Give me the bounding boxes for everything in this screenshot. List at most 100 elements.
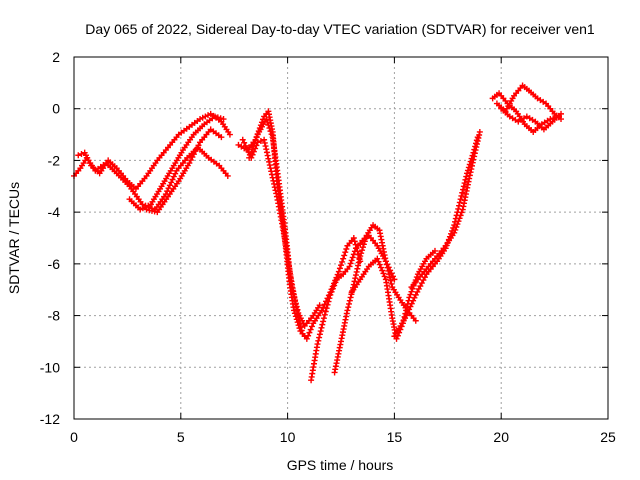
series-line — [73, 146, 229, 211]
data-point — [349, 254, 356, 261]
data-point — [386, 274, 393, 281]
data-point — [320, 304, 327, 311]
data-point — [431, 247, 438, 254]
data-point — [170, 173, 177, 180]
data-point — [449, 227, 456, 234]
data-point — [303, 335, 310, 342]
data-point — [387, 277, 394, 284]
data-point — [294, 311, 301, 318]
data-point — [412, 317, 419, 324]
data-point — [379, 267, 386, 274]
data-point — [338, 262, 344, 269]
data-point — [468, 155, 475, 162]
data-point — [166, 182, 173, 189]
series-arc-15 — [498, 105, 565, 133]
data-point — [305, 332, 312, 339]
data-point — [460, 186, 467, 193]
data-point — [464, 170, 471, 177]
data-point — [316, 334, 323, 341]
data-point — [316, 302, 323, 309]
y-tick-label: -2 — [48, 152, 61, 168]
data-point — [463, 173, 470, 180]
data-point — [211, 113, 218, 120]
data-point — [450, 224, 457, 231]
y-tick-label: 2 — [52, 49, 60, 65]
data-point — [374, 255, 381, 262]
data-point — [358, 250, 365, 257]
data-point — [246, 154, 253, 161]
y-tick-label: -6 — [48, 256, 61, 272]
data-point — [446, 233, 453, 240]
data-point — [264, 119, 271, 126]
data-point — [342, 249, 349, 256]
data-point — [239, 136, 246, 143]
data-point — [172, 170, 179, 177]
data-point — [339, 258, 346, 265]
data-point — [263, 146, 270, 153]
data-point — [217, 115, 224, 122]
y-tick-label: -8 — [48, 308, 61, 324]
data-point — [316, 331, 323, 338]
data-point — [297, 324, 304, 331]
data-point — [169, 176, 176, 183]
data-point — [346, 263, 353, 270]
data-point — [351, 248, 358, 255]
data-point — [318, 307, 325, 314]
data-point — [350, 251, 357, 258]
data-point — [362, 235, 369, 242]
data-point — [352, 275, 359, 282]
data-point — [410, 297, 417, 304]
y-tick-label: -4 — [48, 204, 61, 220]
data-point — [252, 137, 259, 144]
data-point — [327, 291, 334, 298]
data-point — [334, 271, 341, 278]
data-point — [224, 172, 231, 179]
data-point — [320, 315, 327, 322]
data-point — [262, 143, 269, 150]
data-point — [266, 162, 273, 169]
data-point — [268, 168, 275, 175]
data-point — [168, 179, 175, 186]
data-point — [359, 247, 366, 254]
data-point — [226, 131, 233, 138]
data-point — [466, 161, 473, 168]
data-point — [457, 196, 464, 203]
data-point — [220, 116, 227, 123]
data-point — [348, 257, 355, 264]
x-tick-label: 0 — [70, 429, 78, 445]
data-point — [329, 285, 336, 292]
data-point — [75, 152, 82, 159]
data-point — [458, 192, 465, 199]
data-point — [460, 183, 467, 190]
data-point — [407, 291, 414, 298]
data-point — [376, 261, 383, 268]
data-point — [340, 255, 347, 262]
data-point — [350, 235, 357, 241]
data-point — [380, 270, 387, 277]
data-point — [323, 305, 330, 312]
series-arc-13 — [489, 90, 562, 135]
data-point — [386, 271, 393, 278]
data-point — [324, 301, 331, 308]
data-point — [307, 326, 314, 333]
series-arc-2 — [75, 110, 233, 192]
data-point — [295, 314, 302, 321]
data-point — [315, 337, 322, 344]
x-tick-label: 5 — [177, 429, 185, 445]
data-point — [299, 330, 306, 337]
data-point — [331, 282, 338, 289]
data-point — [470, 149, 477, 156]
data-point — [214, 114, 221, 121]
data-point — [265, 122, 272, 129]
data-point — [448, 230, 455, 237]
data-point — [308, 323, 315, 330]
data-point — [314, 341, 321, 348]
data-point — [267, 128, 274, 135]
data-point — [343, 245, 350, 252]
data-point — [455, 205, 462, 212]
data-point — [298, 327, 305, 334]
data-point — [461, 180, 468, 187]
data-point — [347, 294, 354, 301]
data-point — [351, 238, 358, 245]
series-arc-3 — [126, 113, 227, 213]
